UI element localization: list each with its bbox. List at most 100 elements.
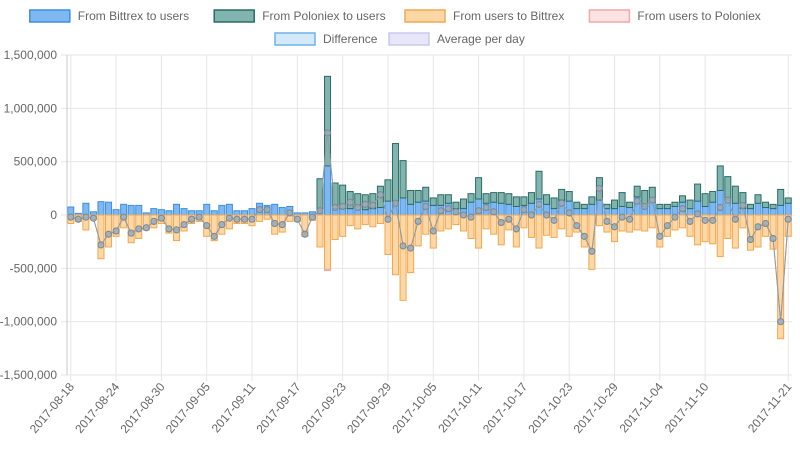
average-per-day-point[interactable]	[618, 213, 626, 221]
average-per-day-point[interactable]	[565, 209, 573, 217]
average-per-day-point[interactable]	[331, 204, 339, 212]
average-per-day-point[interactable]	[482, 204, 490, 212]
average-per-day-point[interactable]	[263, 206, 271, 214]
average-per-day-point[interactable]	[361, 200, 369, 208]
legend-item[interactable]: From users to Bittrex	[404, 9, 564, 23]
average-per-day-point[interactable]	[376, 191, 384, 199]
average-per-day-point[interactable]	[195, 213, 203, 221]
average-per-day-point[interactable]	[127, 229, 135, 237]
average-per-day-point[interactable]	[203, 222, 211, 230]
average-per-day-point[interactable]	[414, 217, 422, 225]
average-per-day-point[interactable]	[520, 206, 528, 214]
average-per-day-point[interactable]	[105, 230, 113, 238]
average-per-day-point[interactable]	[716, 204, 724, 212]
average-per-day-point[interactable]	[256, 206, 264, 214]
average-per-day-point[interactable]	[135, 225, 143, 233]
average-per-day-point[interactable]	[452, 208, 460, 216]
average-per-day-point[interactable]	[535, 200, 543, 208]
average-per-day-point[interactable]	[694, 210, 702, 218]
average-per-day-point[interactable]	[248, 215, 256, 223]
average-per-day-point[interactable]	[316, 207, 324, 215]
average-per-day-point[interactable]	[709, 216, 717, 224]
average-per-day-point[interactable]	[271, 220, 279, 228]
average-per-day-point[interactable]	[286, 209, 294, 217]
average-per-day-point[interactable]	[595, 184, 603, 192]
legend-item[interactable]: From users to Poloniex	[588, 9, 761, 23]
average-per-day-point[interactable]	[444, 205, 452, 213]
average-per-day-point[interactable]	[633, 197, 641, 205]
average-per-day-point[interactable]	[392, 199, 400, 207]
average-per-day-point[interactable]	[648, 196, 656, 204]
average-per-day-point[interactable]	[293, 215, 301, 223]
average-per-day-point[interactable]	[678, 205, 686, 213]
average-per-day-point[interactable]	[429, 227, 437, 235]
average-per-day-point[interactable]	[527, 211, 535, 219]
average-per-day-point[interactable]	[754, 223, 762, 231]
legend-item[interactable]: Difference	[274, 32, 378, 46]
average-per-day-point[interactable]	[512, 225, 520, 233]
average-per-day-point[interactable]	[324, 129, 332, 137]
average-per-day-point[interactable]	[120, 213, 128, 221]
average-per-day-point[interactable]	[459, 211, 467, 219]
average-per-day-point[interactable]	[399, 242, 407, 250]
average-per-day-point[interactable]	[580, 232, 588, 240]
average-per-day-point[interactable]	[301, 230, 309, 238]
average-per-day-point[interactable]	[467, 213, 475, 221]
average-per-day-point[interactable]	[67, 213, 75, 221]
average-per-day-point[interactable]	[339, 202, 347, 210]
average-per-day-point[interactable]	[777, 318, 785, 326]
average-per-day-point[interactable]	[724, 196, 732, 204]
average-per-day-point[interactable]	[142, 224, 150, 232]
average-per-day-point[interactable]	[739, 201, 747, 209]
average-per-day-point[interactable]	[89, 214, 97, 222]
average-per-day-point[interactable]	[731, 215, 739, 223]
legend-item[interactable]: Average per day	[388, 32, 525, 46]
average-per-day-point[interactable]	[505, 215, 513, 223]
average-per-day-point[interactable]	[308, 213, 316, 221]
average-per-day-point[interactable]	[550, 216, 558, 224]
average-per-day-point[interactable]	[641, 202, 649, 210]
average-per-day-point[interactable]	[346, 198, 354, 206]
average-per-day-point[interactable]	[210, 232, 218, 240]
average-per-day-point[interactable]	[611, 223, 619, 231]
average-per-day-point[interactable]	[543, 211, 551, 219]
average-per-day-point[interactable]	[278, 221, 286, 229]
average-per-day-point[interactable]	[422, 202, 430, 210]
average-per-day-point[interactable]	[497, 218, 505, 226]
average-per-day-point[interactable]	[240, 215, 248, 223]
average-per-day-point[interactable]	[769, 234, 777, 242]
average-per-day-point[interactable]	[671, 213, 679, 221]
average-per-day-point[interactable]	[701, 216, 709, 224]
average-per-day-point[interactable]	[180, 221, 188, 229]
average-per-day-point[interactable]	[603, 217, 611, 225]
average-per-day-point[interactable]	[558, 199, 566, 207]
average-per-day-point[interactable]	[626, 215, 634, 223]
average-per-day-point[interactable]	[746, 236, 754, 244]
average-per-day-point[interactable]	[407, 244, 415, 252]
average-per-day-point[interactable]	[437, 207, 445, 215]
average-per-day-point[interactable]	[165, 225, 173, 233]
legend-item[interactable]: From Poloniex to users	[213, 9, 386, 23]
average-per-day-point[interactable]	[762, 220, 770, 228]
average-per-day-point[interactable]	[369, 201, 377, 209]
average-per-day-point[interactable]	[82, 213, 90, 221]
average-per-day-point[interactable]	[686, 217, 694, 225]
average-per-day-point[interactable]	[656, 232, 664, 240]
average-per-day-point[interactable]	[384, 215, 392, 223]
average-per-day-point[interactable]	[150, 217, 158, 225]
average-per-day-point[interactable]	[173, 226, 181, 234]
average-per-day-point[interactable]	[157, 214, 165, 222]
average-per-day-point[interactable]	[97, 241, 105, 249]
average-per-day-point[interactable]	[188, 215, 196, 223]
average-per-day-point[interactable]	[573, 222, 581, 230]
average-per-day-point[interactable]	[112, 227, 120, 235]
legend-item[interactable]: From Bittrex to users	[29, 9, 189, 23]
average-per-day-point[interactable]	[588, 247, 596, 255]
average-per-day-point[interactable]	[784, 215, 792, 223]
average-per-day-point[interactable]	[218, 221, 226, 229]
average-per-day-point[interactable]	[663, 222, 671, 230]
average-per-day-point[interactable]	[354, 204, 362, 212]
average-per-day-point[interactable]	[225, 214, 233, 222]
average-per-day-point[interactable]	[490, 208, 498, 216]
average-per-day-point[interactable]	[233, 215, 241, 223]
